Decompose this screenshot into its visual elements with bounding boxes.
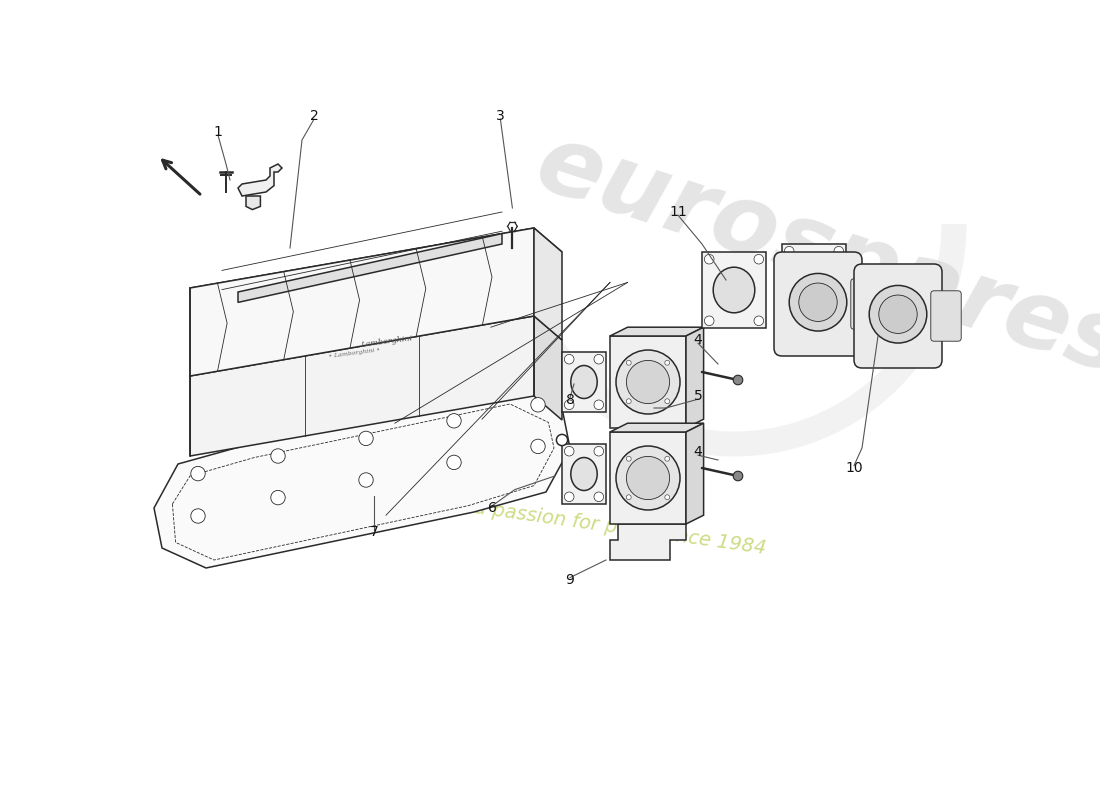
FancyBboxPatch shape [931, 290, 961, 341]
Bar [702, 252, 766, 328]
Circle shape [531, 439, 546, 454]
Polygon shape [534, 228, 562, 340]
Circle shape [616, 350, 680, 414]
Ellipse shape [713, 267, 755, 313]
Circle shape [190, 509, 206, 523]
Text: 2: 2 [309, 109, 318, 123]
Circle shape [734, 375, 742, 385]
Text: 7: 7 [370, 525, 378, 539]
Circle shape [754, 254, 763, 264]
Circle shape [626, 456, 631, 461]
Circle shape [799, 283, 837, 322]
Circle shape [359, 431, 373, 446]
Circle shape [834, 246, 844, 256]
Circle shape [557, 434, 568, 446]
Circle shape [704, 254, 714, 264]
Circle shape [734, 471, 742, 481]
Polygon shape [610, 423, 704, 432]
Circle shape [594, 492, 604, 502]
Polygon shape [686, 327, 704, 428]
Circle shape [447, 455, 461, 470]
Polygon shape [190, 228, 562, 312]
Circle shape [664, 456, 670, 461]
Circle shape [594, 446, 604, 456]
Text: 4: 4 [694, 333, 703, 347]
Text: 1: 1 [213, 125, 222, 139]
Text: 4: 4 [694, 445, 703, 459]
Polygon shape [190, 316, 562, 400]
Circle shape [784, 308, 794, 318]
Ellipse shape [793, 259, 835, 305]
FancyBboxPatch shape [850, 279, 881, 330]
Bar [562, 352, 606, 412]
Circle shape [754, 316, 763, 326]
Text: 11: 11 [669, 205, 686, 219]
Polygon shape [610, 327, 704, 336]
Text: 10: 10 [845, 461, 862, 475]
Circle shape [359, 473, 373, 487]
Circle shape [626, 360, 670, 403]
Circle shape [664, 399, 670, 404]
Polygon shape [238, 234, 502, 302]
FancyBboxPatch shape [774, 252, 862, 356]
Circle shape [531, 398, 546, 412]
Polygon shape [154, 388, 570, 568]
Circle shape [271, 449, 285, 463]
Text: • Lamborghini •: • Lamborghini • [328, 348, 381, 359]
Circle shape [594, 354, 604, 364]
Text: 5: 5 [694, 389, 703, 403]
Circle shape [789, 274, 847, 331]
Circle shape [564, 446, 574, 456]
Text: 8: 8 [565, 393, 574, 407]
Text: 6: 6 [488, 501, 497, 515]
Polygon shape [610, 336, 686, 428]
Circle shape [784, 246, 794, 256]
Circle shape [664, 360, 670, 365]
Polygon shape [610, 524, 686, 560]
Circle shape [594, 400, 604, 410]
Circle shape [271, 490, 285, 505]
Ellipse shape [571, 458, 597, 490]
Text: 3: 3 [496, 109, 505, 123]
Polygon shape [238, 164, 282, 196]
Polygon shape [534, 316, 562, 420]
Bar [562, 444, 606, 504]
Circle shape [834, 308, 844, 318]
Polygon shape [610, 432, 686, 524]
Circle shape [626, 495, 631, 500]
Circle shape [190, 466, 206, 481]
Text: Lamborghini: Lamborghini [360, 334, 412, 349]
Circle shape [626, 456, 670, 499]
Circle shape [564, 492, 574, 502]
Circle shape [879, 295, 917, 334]
Text: 9: 9 [565, 573, 574, 587]
Polygon shape [686, 423, 704, 524]
Circle shape [447, 414, 461, 428]
Text: eurospares: eurospares [525, 117, 1100, 395]
Circle shape [704, 316, 714, 326]
Polygon shape [190, 316, 534, 456]
Circle shape [564, 400, 574, 410]
Circle shape [616, 446, 680, 510]
Ellipse shape [571, 366, 597, 398]
Circle shape [564, 354, 574, 364]
FancyBboxPatch shape [854, 264, 942, 368]
Bar [782, 244, 846, 320]
Polygon shape [190, 228, 534, 376]
Text: a passion for parts since 1984: a passion for parts since 1984 [473, 498, 768, 558]
Circle shape [626, 360, 631, 365]
Circle shape [869, 286, 927, 343]
Polygon shape [246, 196, 261, 210]
Circle shape [664, 495, 670, 500]
Circle shape [626, 399, 631, 404]
